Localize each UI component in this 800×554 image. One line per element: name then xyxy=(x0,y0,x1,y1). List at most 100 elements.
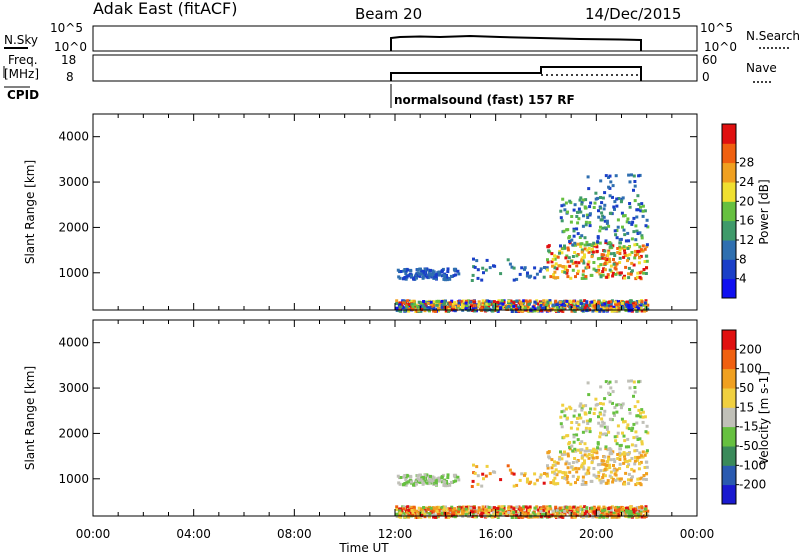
velocity-cell xyxy=(412,505,416,509)
velocity-cell xyxy=(570,421,574,424)
velocity-cell xyxy=(411,513,415,517)
power-cell xyxy=(471,304,475,308)
velocity-cell xyxy=(579,416,583,420)
power-cell xyxy=(646,225,650,229)
velocity-cell xyxy=(452,511,456,515)
velocity-cell xyxy=(604,380,608,384)
power-cell xyxy=(559,309,563,313)
power-cell xyxy=(447,307,451,311)
power-cell xyxy=(599,206,602,210)
velocity-cell xyxy=(593,507,597,510)
power-cell xyxy=(611,244,615,248)
power-cell xyxy=(480,278,484,282)
power-cell xyxy=(629,304,633,308)
velocity-cell xyxy=(490,506,494,510)
power-cell xyxy=(608,174,612,178)
power-cell xyxy=(572,234,576,238)
velocity-cell xyxy=(633,459,637,463)
power-cell xyxy=(543,304,547,308)
power-cell xyxy=(528,299,532,303)
nsearch-label: N.Search xyxy=(746,29,800,43)
power-cell xyxy=(407,299,411,303)
velocity-cell xyxy=(561,513,565,517)
power-cell xyxy=(397,309,401,313)
power-cell xyxy=(643,260,647,263)
power-cell xyxy=(630,269,634,273)
power-cell xyxy=(572,299,576,303)
power-cell xyxy=(640,300,644,304)
power-cell xyxy=(440,299,444,303)
power-cell xyxy=(584,276,588,280)
power-cell xyxy=(398,303,402,307)
power-cell xyxy=(594,191,598,195)
beam-title: Beam 20 xyxy=(355,5,422,23)
velocity-cell xyxy=(461,505,465,509)
power-cell xyxy=(601,226,605,230)
power-cell xyxy=(461,306,465,310)
velocity-cell xyxy=(557,470,561,474)
velocity-cell xyxy=(586,468,590,472)
velocity-cell xyxy=(580,463,584,467)
velocity-cell xyxy=(628,505,632,509)
velocity-cell xyxy=(573,447,577,451)
velocity-cell xyxy=(477,508,481,512)
power-cell xyxy=(634,277,638,281)
power-cell xyxy=(562,229,566,233)
velocity-cell xyxy=(622,434,626,438)
velocity-cell xyxy=(471,510,475,514)
velocity-cell xyxy=(627,512,631,516)
power-cell xyxy=(501,302,505,306)
power-cell xyxy=(558,300,562,304)
power-cell xyxy=(546,302,550,306)
velocity-cell xyxy=(406,474,410,478)
power-cell xyxy=(581,305,585,309)
power-cell xyxy=(644,299,648,303)
power-cell xyxy=(575,227,579,231)
velocity-cell xyxy=(452,473,456,477)
power-cell xyxy=(605,261,609,265)
power-cell xyxy=(444,299,447,303)
power-colorbar-swatch xyxy=(722,162,736,183)
velocity-cell xyxy=(431,506,435,510)
power-cell xyxy=(626,217,630,221)
velocity-cell xyxy=(600,417,604,421)
power-cell xyxy=(612,307,616,311)
velocity-cell xyxy=(408,478,412,482)
velocity-cell xyxy=(615,468,619,472)
velocity-cell xyxy=(600,407,604,411)
power-cell xyxy=(426,307,429,311)
velocity-cell xyxy=(581,465,585,469)
velocity-cell xyxy=(610,515,614,519)
power-cell xyxy=(452,267,456,271)
velocity-cell xyxy=(491,510,495,514)
power-cell xyxy=(413,303,417,307)
power-cell xyxy=(627,301,631,305)
velocity-cell xyxy=(397,481,401,485)
velocity-cell xyxy=(637,515,641,519)
power-cell xyxy=(590,248,594,252)
velocity-cell xyxy=(643,515,647,519)
power-cell xyxy=(583,243,587,247)
power-cell xyxy=(592,261,596,264)
velocity-cell xyxy=(409,475,413,479)
velocity-cell xyxy=(572,505,576,509)
power-cell xyxy=(584,198,588,202)
power-cell xyxy=(571,303,575,307)
power-cell xyxy=(615,204,619,208)
power-cell xyxy=(576,305,580,309)
nsky-frame xyxy=(92,25,698,52)
power-cell xyxy=(631,302,635,306)
velocity-cell xyxy=(564,462,568,466)
velocity-cell xyxy=(624,471,628,475)
power-cell xyxy=(566,275,570,279)
velocity-cell xyxy=(476,482,480,486)
velocity-cell xyxy=(431,479,435,483)
power-cell xyxy=(635,252,639,256)
power-cell xyxy=(629,301,633,304)
power-cell xyxy=(551,303,555,307)
power-cell xyxy=(454,273,458,277)
velocity-cell xyxy=(627,427,631,431)
velocity-cell xyxy=(571,449,575,453)
power-cell xyxy=(488,266,492,270)
power-cell xyxy=(581,256,585,260)
